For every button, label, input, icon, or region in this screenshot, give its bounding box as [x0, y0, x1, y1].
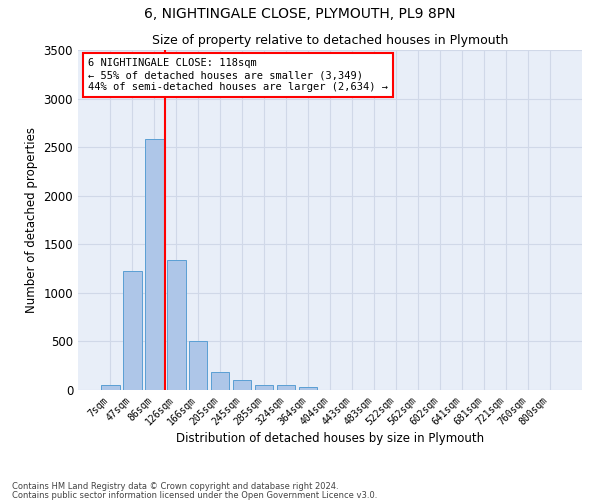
Bar [189, 342, 208, 390]
Text: 6, NIGHTINGALE CLOSE, PLYMOUTH, PL9 8PN: 6, NIGHTINGALE CLOSE, PLYMOUTH, PL9 8PN [144, 8, 456, 22]
Bar [255, 385, 274, 390]
Bar [167, 260, 185, 390]
Y-axis label: Number of detached properties: Number of detached properties [25, 127, 38, 313]
Bar [123, 272, 142, 390]
Bar [145, 140, 164, 390]
X-axis label: Distribution of detached houses by size in Plymouth: Distribution of detached houses by size … [176, 432, 484, 446]
Bar [211, 372, 229, 390]
Bar [101, 385, 119, 390]
Title: Size of property relative to detached houses in Plymouth: Size of property relative to detached ho… [152, 34, 508, 48]
Bar [233, 380, 251, 390]
Text: Contains HM Land Registry data © Crown copyright and database right 2024.: Contains HM Land Registry data © Crown c… [12, 482, 338, 491]
Bar [277, 385, 295, 390]
Text: Contains public sector information licensed under the Open Government Licence v3: Contains public sector information licen… [12, 490, 377, 500]
Text: 6 NIGHTINGALE CLOSE: 118sqm
← 55% of detached houses are smaller (3,349)
44% of : 6 NIGHTINGALE CLOSE: 118sqm ← 55% of det… [88, 58, 388, 92]
Bar [299, 387, 317, 390]
